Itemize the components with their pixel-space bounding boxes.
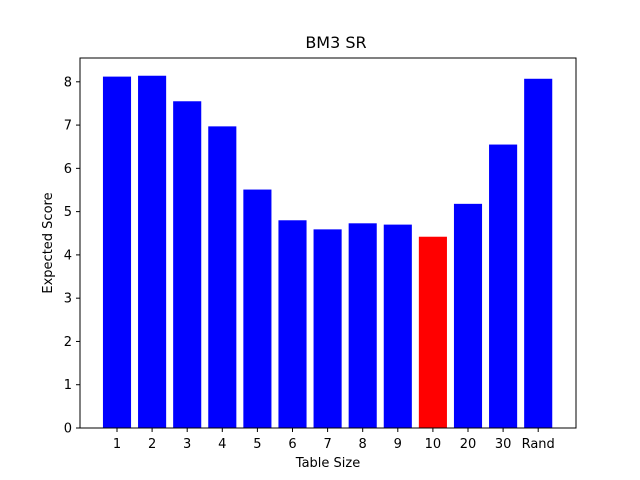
bar-6 xyxy=(278,220,307,428)
x-tick-label: 6 xyxy=(288,437,296,452)
plot-frame xyxy=(79,57,577,429)
x-tick-label: 3 xyxy=(183,437,191,452)
bar-4 xyxy=(208,126,237,429)
y-tick-label: 3 xyxy=(64,292,72,307)
y-tick-label: 7 xyxy=(64,119,72,134)
y-tick-label: 8 xyxy=(64,75,72,90)
x-tick-label: 7 xyxy=(323,437,331,452)
x-tick-label: 9 xyxy=(394,437,402,452)
bar-1 xyxy=(102,76,132,429)
y-axis-ticks: 0 1 2 3 4 5 6 7 8 xyxy=(64,75,80,437)
x-tick-label: 4 xyxy=(218,437,226,452)
bar-30 xyxy=(489,144,518,429)
y-tick-label: 4 xyxy=(64,248,72,263)
y-tick-label: 2 xyxy=(64,335,72,350)
bar-rand xyxy=(524,78,553,429)
x-tick-label: 8 xyxy=(359,437,367,452)
bar-3 xyxy=(173,101,202,429)
y-tick-label: 5 xyxy=(64,205,72,220)
x-tick-label: 5 xyxy=(253,437,261,452)
x-tick-label: 10 xyxy=(425,437,442,452)
bar-20 xyxy=(453,203,483,428)
bar-8 xyxy=(348,223,377,428)
x-tick-label: Rand xyxy=(522,437,555,452)
bar-10 xyxy=(418,236,447,428)
x-tick-label: 20 xyxy=(460,437,477,452)
y-tick-label: 0 xyxy=(64,422,72,437)
x-tick-label: 1 xyxy=(113,437,121,452)
x-tick-label: 2 xyxy=(148,437,156,452)
y-axis-label: Expected Score xyxy=(41,192,56,293)
bar-5 xyxy=(243,189,272,428)
x-axis-label: Table Size xyxy=(295,456,360,471)
bars-group xyxy=(102,75,553,429)
y-tick-label: 1 xyxy=(64,378,72,393)
bar-7 xyxy=(313,229,342,428)
y-tick-label: 6 xyxy=(64,162,72,177)
x-axis-ticks: 1 2 3 4 5 6 7 8 9 10 20 30 Rand xyxy=(113,428,555,452)
bar-2 xyxy=(138,75,167,429)
x-tick-label: 30 xyxy=(495,437,512,452)
bar-9 xyxy=(383,224,412,428)
chart-title: BM3 SR xyxy=(305,33,366,52)
